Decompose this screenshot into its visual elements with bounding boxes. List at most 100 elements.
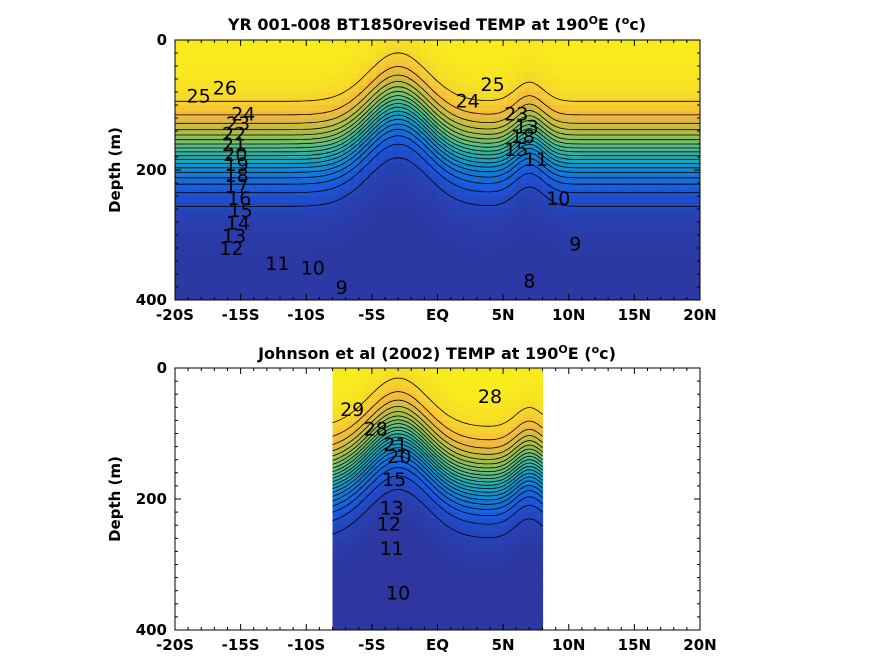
field-cell [245,53,255,61]
field-cell [364,538,369,546]
field-cell [413,420,418,428]
field-cell [469,512,474,520]
field-cell [612,157,622,165]
field-cell [323,118,334,126]
field-cell [521,400,526,408]
field-cell [691,176,700,184]
field-cell [350,420,355,428]
field-cell [420,459,425,467]
field-cell [444,551,449,559]
field-cell [288,92,299,100]
field-cell [393,235,404,243]
field-cell [388,400,393,408]
field-cell [201,183,211,191]
field-cell [409,557,414,566]
field-cell [462,597,467,605]
field-cell [516,53,526,61]
field-cell [374,597,379,605]
field-cell [364,603,369,611]
field-cell [427,557,432,566]
field-cell [691,46,700,54]
field-cell [490,274,500,282]
field-cell [481,228,491,236]
field-cell [367,150,377,158]
field-cell [420,150,430,158]
field-cell [430,577,435,585]
field-cell [647,59,657,67]
field-cell [490,183,500,191]
field-cell [521,610,526,618]
field-cell [381,564,386,572]
field-cell [201,170,211,178]
field-cell [630,287,640,295]
field-cell [343,394,348,402]
field-cell [441,446,446,454]
field-cell [638,183,649,191]
field-cell [673,293,684,300]
field-cell [245,176,255,184]
field-cell [528,564,533,572]
field-cell [463,202,474,210]
field-cell [560,228,570,236]
field-cell [183,235,194,243]
field-cell [192,261,202,269]
field-cell [402,446,407,454]
field-cell [357,538,362,546]
field-cell [521,590,526,598]
field-cell [446,196,456,204]
field-cell [472,98,482,106]
field-cell [507,400,512,408]
field-cell [498,228,509,236]
field-cell [481,267,491,275]
field-cell [175,157,185,165]
field-cell [682,72,692,80]
field-cell [595,46,605,54]
field-cell [525,46,535,54]
field-cell [434,394,439,402]
field-cell [358,248,369,256]
field-cell [350,413,355,421]
field-cell [476,485,481,494]
field-cell [437,374,442,382]
field-cell [437,163,447,171]
field-cell [462,446,467,454]
field-cell [428,228,439,236]
field-cell [603,92,614,100]
field-cell [479,603,484,611]
field-cell [673,287,684,295]
field-cell [315,189,325,197]
field-cell [218,105,229,113]
field-cell [360,544,365,552]
field-cell [381,603,386,611]
field-cell [336,610,341,618]
field-cell [490,105,500,113]
field-cell [423,420,428,428]
field-cell [280,196,290,204]
field-cell [518,499,523,507]
field-cell [402,53,412,61]
field-cell [476,544,481,552]
field-cell [332,40,342,48]
field-cell [423,564,428,572]
field-cell [371,374,376,382]
field-cell [462,479,467,487]
field-cell [343,590,348,598]
field-cell [381,551,386,559]
field-cell [245,261,255,269]
field-cell [413,505,418,513]
field-cell [437,72,447,80]
field-cell [455,459,460,467]
field-cell [542,254,552,262]
field-cell [378,453,383,461]
field-cell [393,163,404,171]
field-cell [192,131,202,139]
field-cell [374,584,379,592]
field-cell [393,124,404,132]
field-cell [621,144,631,152]
field-cell [516,46,526,54]
field-cell [441,525,446,533]
field-cell [490,46,500,54]
field-cell [339,571,344,579]
field-cell [315,144,325,152]
field-cell [236,267,246,275]
